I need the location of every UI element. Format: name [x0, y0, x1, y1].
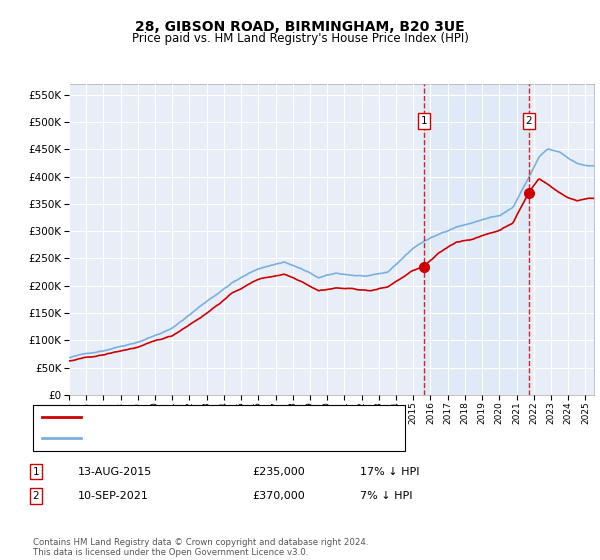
- Text: HPI: Average price, detached house, Birmingham: HPI: Average price, detached house, Birm…: [87, 433, 328, 444]
- Text: £370,000: £370,000: [252, 491, 305, 501]
- Text: Contains HM Land Registry data © Crown copyright and database right 2024.
This d: Contains HM Land Registry data © Crown c…: [33, 538, 368, 557]
- Text: 28, GIBSON ROAD, BIRMINGHAM, B20 3UE: 28, GIBSON ROAD, BIRMINGHAM, B20 3UE: [135, 20, 465, 34]
- Text: 2: 2: [526, 116, 532, 126]
- Text: 10-SEP-2021: 10-SEP-2021: [78, 491, 149, 501]
- Bar: [424, 84, 529, 395]
- Text: 13-AUG-2015: 13-AUG-2015: [78, 466, 152, 477]
- Text: £235,000: £235,000: [252, 466, 305, 477]
- Text: 2: 2: [32, 491, 40, 501]
- Text: 7% ↓ HPI: 7% ↓ HPI: [360, 491, 413, 501]
- Text: 17% ↓ HPI: 17% ↓ HPI: [360, 466, 419, 477]
- Text: 28, GIBSON ROAD, BIRMINGHAM, B20 3UE (detached house): 28, GIBSON ROAD, BIRMINGHAM, B20 3UE (de…: [87, 412, 384, 422]
- Text: 1: 1: [421, 116, 427, 126]
- Text: Price paid vs. HM Land Registry's House Price Index (HPI): Price paid vs. HM Land Registry's House …: [131, 32, 469, 45]
- Text: 1: 1: [32, 466, 40, 477]
